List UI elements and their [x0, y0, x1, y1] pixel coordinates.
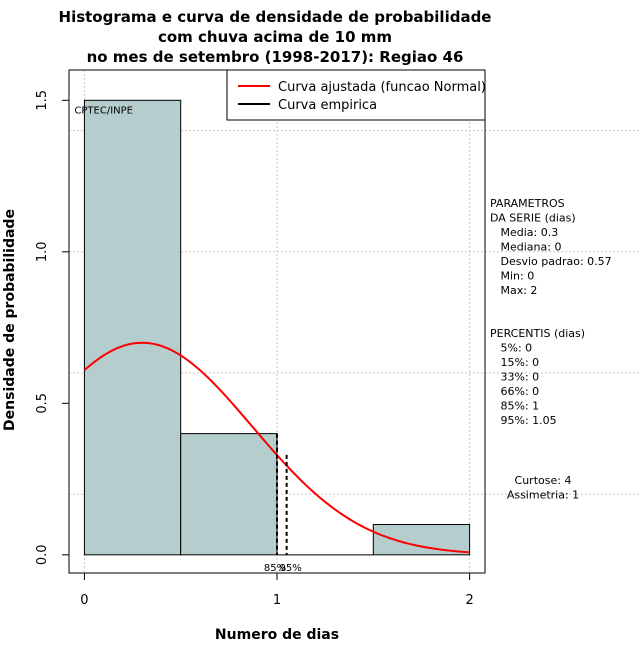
percentile-marker-label: 85% — [264, 563, 286, 574]
y-axis: 0.0 0.5 1.0 1.5 Densidade de probabilidade — [2, 90, 70, 565]
y-tick-label: 1.5 — [35, 90, 50, 111]
legend-label: Curva empirica — [278, 98, 377, 113]
watermark-text: CPTEC/INPE — [74, 105, 133, 116]
histogram-bar — [83, 99, 182, 556]
percentile-marker-label: 95% — [280, 563, 302, 574]
percentile-line: 85%: 1 — [490, 400, 539, 413]
x-tick-label: 1 — [273, 593, 281, 608]
shape-stat-line: Assimetria: 1 — [507, 489, 579, 502]
param-line: Mediana: 0 — [490, 241, 561, 254]
param-line: Desvio padrao: 0.57 — [490, 255, 612, 268]
title-line: com chuva acima de 10 mm — [158, 28, 392, 46]
percentile-line: 95%: 1.05 — [490, 414, 557, 427]
param-line: DA SERIE (dias) — [490, 212, 576, 225]
x-tick-label: 2 — [465, 593, 473, 608]
shape-stat-line: Curtose: 4 — [515, 474, 572, 487]
title-line: no mes de setembro (1998-2017): Regiao 4… — [87, 48, 464, 66]
stats-panel: PARAMETROS DA SERIE (dias) Media: 0.3 Med… — [490, 197, 612, 502]
y-tick-label: 1.0 — [35, 241, 50, 262]
param-line: Min: 0 — [490, 270, 534, 283]
grid — [69, 70, 640, 573]
percentile-line: 5%: 0 — [490, 342, 532, 355]
legend: Curva ajustada (funcao Normal) Curva empi… — [226, 69, 486, 121]
chart-title: Histograma e curva de densidade de proba… — [59, 8, 492, 66]
param-line: Media: 0.3 — [490, 226, 558, 239]
y-axis-title: Densidade de probabilidade — [2, 209, 18, 431]
y-tick-label: 0.0 — [35, 544, 50, 565]
x-axis-title: Numero de dias — [215, 627, 339, 643]
param-line: Max: 2 — [490, 284, 537, 297]
x-tick-label: 0 — [80, 593, 88, 608]
percentile-line: PERCENTIS (dias) — [490, 327, 585, 340]
title-line: Histograma e curva de densidade de proba… — [59, 8, 492, 26]
percentile-line: 66%: 0 — [490, 385, 539, 398]
legend-label: Curva ajustada (funcao Normal) — [278, 80, 486, 95]
percentile-line: 15%: 0 — [490, 356, 539, 369]
histogram-bar — [372, 524, 471, 556]
x-axis: 0 1 2 Numero de dias — [80, 572, 474, 643]
histogram-bars: CPTEC/INPE — [74, 99, 471, 556]
y-tick-label: 0.5 — [35, 393, 50, 414]
percentile-markers: 85%95% — [264, 433, 302, 574]
param-line: PARAMETROS — [490, 197, 565, 210]
percentile-line: 33%: 0 — [490, 371, 539, 384]
histogram-bar — [180, 433, 278, 556]
legend-box — [226, 69, 486, 121]
